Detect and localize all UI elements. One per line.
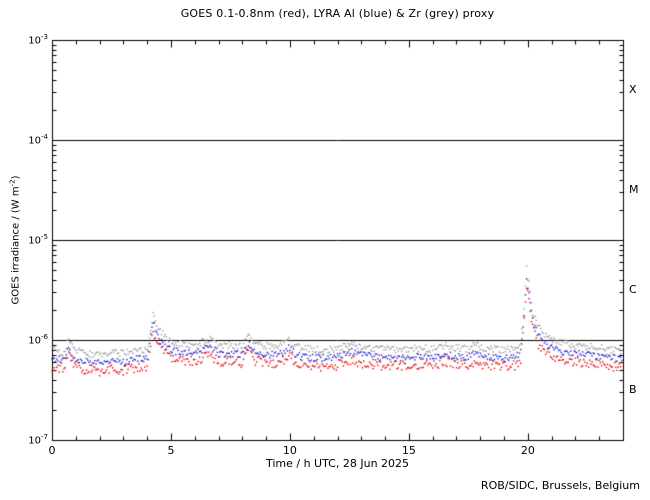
flare-class-label: C — [629, 283, 637, 296]
x-axis-label: Time / h UTC, 28 Jun 2025 — [265, 457, 410, 470]
flare-class-label: M — [629, 183, 639, 196]
x-tick-label: 20 — [520, 444, 535, 457]
x-tick-label: 15 — [401, 444, 416, 457]
flare-class-label: X — [629, 83, 637, 96]
x-tick-label: 0 — [48, 444, 56, 457]
y-tick-label: 10-4 — [28, 133, 48, 147]
y-tick-label: 10-5 — [28, 233, 48, 247]
x-tick-label: 5 — [167, 444, 175, 457]
y-tick-label: 10-3 — [28, 33, 48, 47]
x-tick-label: 10 — [282, 444, 297, 457]
y-tick-label: 10-7 — [28, 433, 48, 447]
y-tick-label: 10-6 — [28, 333, 48, 347]
flare-class-label: B — [629, 383, 637, 396]
chart-title: GOES 0.1-0.8nm (red), LYRA Al (blue) & Z… — [180, 7, 495, 20]
credit-text: ROB/SIDC, Brussels, Belgium — [480, 479, 640, 492]
